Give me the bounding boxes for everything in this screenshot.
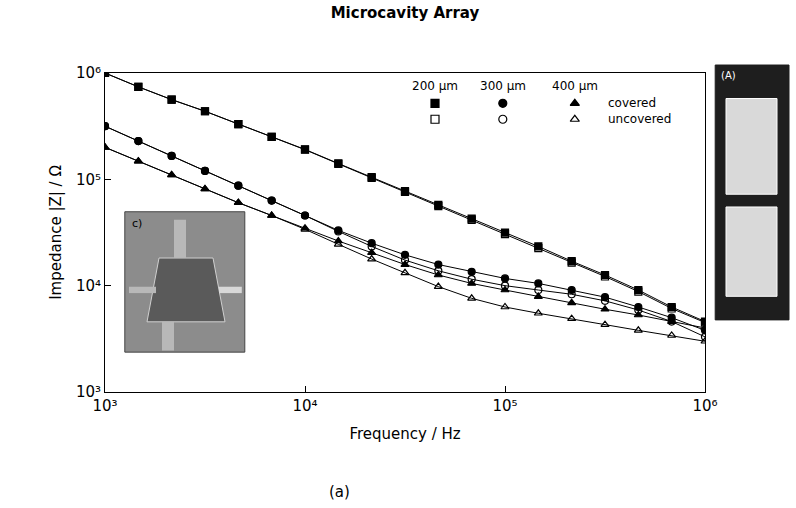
svg-text:Impedance |Z| / Ω: Impedance |Z| / Ω [47,165,65,300]
svg-text:Microcavity Array: Microcavity Array [331,4,480,22]
svg-text:10⁵: 10⁵ [492,397,517,415]
svg-text:c): c) [132,217,142,230]
svg-text:400 µm: 400 µm [552,79,598,93]
svg-text:10³: 10³ [76,383,101,401]
svg-text:10⁶: 10⁶ [692,397,717,415]
svg-text:300 µm: 300 µm [480,79,526,93]
svg-text:10⁵: 10⁵ [76,171,101,189]
svg-text:covered: covered [608,96,656,110]
svg-text:10⁴: 10⁴ [76,277,101,295]
svg-text:(A): (A) [721,70,736,81]
svg-text:(a): (a) [329,483,350,501]
svg-text:Frequency / Hz: Frequency / Hz [349,425,460,443]
svg-text:10⁴: 10⁴ [292,397,317,415]
svg-text:10³: 10³ [92,397,117,415]
svg-text:10⁶: 10⁶ [76,64,101,82]
svg-text:uncovered: uncovered [608,112,671,126]
svg-text:200 µm: 200 µm [412,79,458,93]
